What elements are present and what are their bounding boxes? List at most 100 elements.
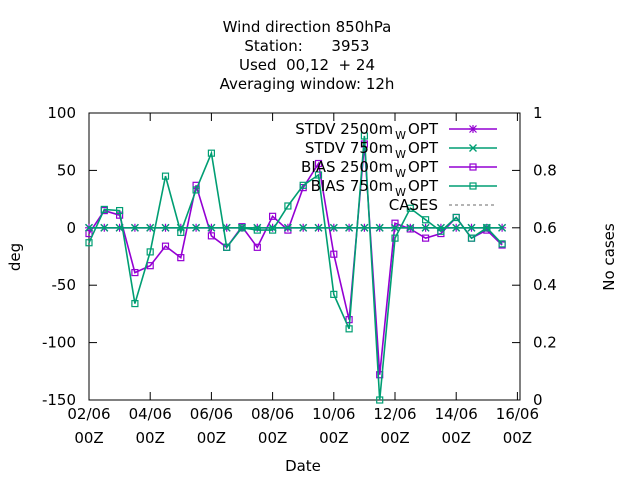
- data-point: [207, 223, 216, 232]
- data-point: [360, 132, 368, 140]
- legend-item: BIAS 750m W OPT: [311, 177, 497, 199]
- legend-label: CASES: [389, 196, 438, 214]
- data-point: [469, 182, 477, 190]
- plot-axes: 100 50 0 -50 -100 -150 1 0.8 0.6 0.4 0.2 0 02/06 00Z 0…: [42, 104, 557, 447]
- title-line-1: Wind direction 850hPa: [223, 18, 392, 36]
- data-point: [284, 202, 292, 210]
- data-point: [85, 223, 93, 232]
- series-bias-2500m: [85, 140, 506, 379]
- legend-item: BIAS 2500m W OPT: [301, 158, 497, 180]
- data-point: [360, 223, 369, 232]
- data-point: [437, 227, 445, 235]
- data-point: [238, 224, 246, 232]
- data-point: [269, 226, 277, 234]
- legend-item: STDV 750m W OPT: [305, 139, 497, 161]
- data-point: [467, 223, 476, 232]
- series-bias-750m: [85, 132, 506, 404]
- data-point: [469, 144, 477, 152]
- data-point: [299, 223, 308, 232]
- plot-frame: [88, 112, 521, 401]
- legend-label: BIAS 750m W OPT: [311, 177, 439, 199]
- data-point: [253, 226, 261, 234]
- data-point: [469, 125, 477, 133]
- data-point: [391, 223, 399, 232]
- data-point: [146, 248, 154, 256]
- data-point: [192, 186, 200, 194]
- y-tick-label: 0: [66, 219, 76, 237]
- data-point: [314, 171, 323, 179]
- x-tick-label-date: 06/06: [190, 405, 233, 423]
- data-point: [483, 224, 491, 232]
- data-point: [299, 181, 307, 189]
- x-tick-label-hour: 00Z: [197, 429, 226, 447]
- data-point: [161, 242, 170, 250]
- legend-label: BIAS 2500m W OPT: [301, 158, 439, 180]
- data-point: [406, 223, 415, 232]
- x-tick-label-date: 16/06: [496, 405, 539, 423]
- y-tick-label: -100: [42, 334, 76, 352]
- data-point: [192, 223, 201, 232]
- y-tick-label: -50: [52, 276, 77, 294]
- data-point: [421, 223, 430, 232]
- title-line-4: Averaging window: 12h: [220, 75, 395, 93]
- data-point: [131, 268, 139, 277]
- x-tick-label-date: 02/06: [67, 405, 110, 423]
- data-point: [100, 205, 108, 214]
- data-point: [422, 234, 430, 242]
- data-point: [330, 250, 338, 258]
- x-tick-label-hour: 00Z: [503, 429, 532, 447]
- data-point: [130, 223, 139, 232]
- x-axis-label: Date: [285, 457, 321, 475]
- y2-tick-label: 0.4: [533, 276, 557, 294]
- data-point: [177, 254, 185, 262]
- y2-tick-label: 0.8: [533, 161, 557, 179]
- data-point: [253, 243, 261, 251]
- x-tick-label-date: 14/06: [435, 405, 478, 423]
- data-point: [269, 212, 277, 220]
- x-tick-label-hour: 00Z: [442, 429, 471, 447]
- data-point: [376, 396, 384, 404]
- data-point: [85, 239, 93, 247]
- data-point: [314, 223, 323, 232]
- series-stdv-750m: [85, 223, 507, 232]
- data-point: [223, 243, 231, 251]
- x-tick-label-date: 08/06: [251, 405, 294, 423]
- y-tick-label: -150: [42, 391, 76, 409]
- title-line-2: Station: 3953: [244, 37, 369, 55]
- y-tick-label: 100: [47, 104, 76, 122]
- chart-title: Wind direction 850hPa Station: 3953 Used…: [220, 18, 395, 93]
- data-point: [452, 213, 460, 222]
- y2-axis-label: No cases: [600, 223, 618, 291]
- x-tick-label-hour: 00Z: [380, 429, 409, 447]
- x-tick-label-hour: 00Z: [319, 429, 348, 447]
- y-axis-label: deg: [6, 243, 24, 271]
- data-point: [345, 223, 354, 232]
- x-tick-label-date: 10/06: [312, 405, 355, 423]
- x-tick-label-hour: 00Z: [74, 429, 103, 447]
- data-point: [406, 204, 414, 212]
- legend-item: STDV 2500m W OPT: [295, 120, 497, 142]
- data-point: [314, 159, 323, 168]
- data-point: [177, 228, 185, 236]
- data-point: [452, 223, 461, 232]
- x-tick-label-date: 04/06: [129, 405, 172, 423]
- data-point: [498, 240, 506, 248]
- data-point: [329, 223, 338, 232]
- data-point: [498, 223, 507, 232]
- series-group: [85, 132, 507, 404]
- data-point: [131, 299, 139, 308]
- data-point: [115, 206, 124, 215]
- legend-label: STDV 2500m W OPT: [295, 120, 439, 142]
- data-point: [467, 234, 476, 242]
- legend-item: CASES: [389, 196, 497, 214]
- y2-tick-label: 0: [533, 391, 543, 409]
- data-point: [330, 290, 338, 298]
- y-tick-label: 50: [57, 161, 76, 179]
- title-line-3: Used 00,12 + 24: [239, 56, 375, 74]
- x-tick-label-hour: 00Z: [136, 429, 165, 447]
- series-line: [88, 135, 503, 401]
- data-point: [146, 223, 155, 232]
- data-point: [161, 172, 170, 180]
